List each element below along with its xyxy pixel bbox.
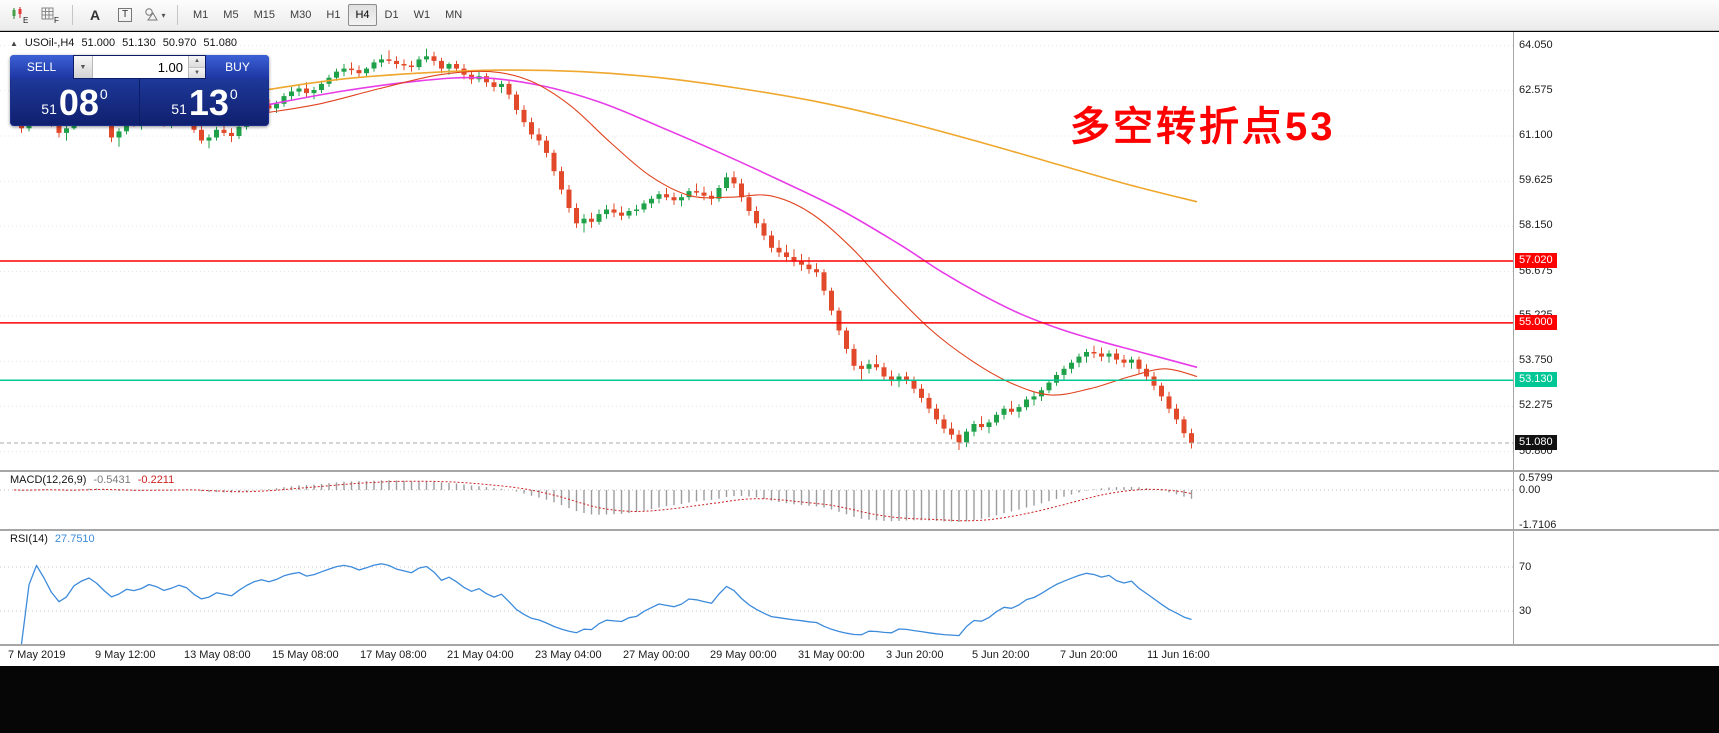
text-label-glyph: T <box>117 8 133 22</box>
macd-axis-label: 0.5799 <box>1519 471 1553 484</box>
chart-background <box>0 32 1719 666</box>
rsi-label: RSI(14) 27.7510 <box>10 533 95 545</box>
timeframe-h4[interactable]: H4 <box>348 4 377 26</box>
timeframe-h1[interactable]: H1 <box>326 9 341 21</box>
font-a-glyph: A <box>89 7 101 23</box>
time-axis[interactable]: 7 May 2019 9 May 12:00 13 May 08:00 15 May … <box>0 646 1719 666</box>
spinner-down-icon[interactable]: ▼ <box>189 66 205 78</box>
buy-price-whole: 51 <box>171 101 187 117</box>
volume-spinner[interactable]: ▲ ▼ <box>188 56 205 78</box>
symbol-timeframe: USOil-,H4 <box>24 37 75 49</box>
rsi-axis-label: 30 <box>1519 605 1532 617</box>
annotation-text: 多空转折点53 <box>1070 105 1336 149</box>
price-scale-border <box>1513 32 1514 644</box>
grid-glyph: F <box>41 7 59 24</box>
spinner-up-icon[interactable]: ▲ <box>189 56 205 67</box>
buy-price-frac: 0 <box>229 86 238 102</box>
toolbar-separator <box>177 5 178 25</box>
timeframe-m15[interactable]: M15 <box>253 9 275 21</box>
svg-text:E: E <box>23 16 28 24</box>
current-price-tag: 51.080 <box>1515 434 1557 450</box>
sell-price[interactable]: 51 08 0 <box>10 79 140 126</box>
panel-splitter[interactable] <box>0 470 1719 472</box>
volume-input[interactable]: 1.00 <box>157 59 183 75</box>
candlestick-glyph: E <box>12 7 28 24</box>
macd-value-main: -0.5431 <box>93 474 131 486</box>
time-label: 7 Jun 20:00 <box>1060 649 1118 661</box>
grid-f-icon[interactable]: F <box>36 3 64 27</box>
timeframe-d1[interactable]: D1 <box>384 9 399 21</box>
time-label: 13 May 08:00 <box>184 649 251 661</box>
panel-splitter[interactable] <box>0 529 1719 531</box>
sell-price-frac: 0 <box>99 86 108 102</box>
macd-axis-label: -1.7106 <box>1519 519 1557 532</box>
shapes-glyph <box>145 8 159 21</box>
hline-price-tag: 53.130 <box>1515 372 1557 388</box>
font-a-icon[interactable]: A <box>81 3 109 27</box>
time-label: 23 May 04:00 <box>535 649 602 661</box>
timeframe-m1[interactable]: M1 <box>193 9 209 21</box>
rsi-canvas[interactable] <box>0 531 1513 644</box>
sell-price-whole: 51 <box>41 101 57 117</box>
time-label: 27 May 00:00 <box>623 649 690 661</box>
buy-button[interactable]: BUY <box>206 55 269 79</box>
timeframe-m5[interactable]: M5 <box>223 9 239 21</box>
rsi-axis-label: 70 <box>1519 561 1532 573</box>
ohlc-low: 50.970 <box>162 37 197 49</box>
chart-header: ▲ USOil-,H4 51.000 51.130 50.970 51.080 <box>10 37 237 49</box>
timeframe-w1[interactable]: W1 <box>413 9 431 21</box>
macd-label: MACD(12,26,9) -0.5431 -0.2211 <box>10 474 174 486</box>
price-axis-label: 53.750 <box>1519 354 1553 367</box>
ohlc-open: 51.000 <box>81 37 116 49</box>
macd-axis-label: 0.00 <box>1519 484 1541 496</box>
buy-price-pips: 13 <box>188 82 229 123</box>
collapse-icon[interactable]: ▲ <box>10 38 18 48</box>
toolbar-separator <box>72 5 73 25</box>
time-label: 5 Jun 20:00 <box>972 649 1030 661</box>
shapes-icon[interactable]: ▾ <box>141 3 169 27</box>
one-click-trading-panel: SELL ▼ 1.00 ▲ ▼ BUY 51 08 0 51 13 0 <box>10 55 269 126</box>
hline-price-tag: 57.020 <box>1515 252 1557 268</box>
time-label: 29 May 00:00 <box>710 649 777 661</box>
svg-text:F: F <box>54 16 59 24</box>
hline-price-tag: 55.000 <box>1515 314 1557 330</box>
price-scale[interactable]: 64.05062.57561.10059.62558.15056.67555.2… <box>1514 32 1719 644</box>
rsi-value: 27.7510 <box>54 533 95 545</box>
shapes-caret-icon: ▾ <box>161 10 166 20</box>
time-label: 3 Jun 20:00 <box>886 649 944 661</box>
price-axis-label: 64.050 <box>1519 38 1553 51</box>
chart-e-icon[interactable]: E <box>6 3 34 27</box>
macd-name: MACD(12,26,9) <box>10 474 87 486</box>
sell-button[interactable]: SELL <box>10 55 73 79</box>
sell-price-pips: 08 <box>58 82 99 123</box>
buy-price[interactable]: 51 13 0 <box>140 79 269 126</box>
rsi-name: RSI(14) <box>10 533 48 545</box>
timeframe-mn[interactable]: MN <box>445 9 463 21</box>
volume-dropdown-icon[interactable]: ▼ <box>74 56 93 78</box>
price-axis-label: 59.625 <box>1519 174 1553 187</box>
time-label: 11 Jun 16:00 <box>1147 649 1210 661</box>
price-axis-label: 58.150 <box>1519 219 1553 232</box>
timeframe-group: M1 M5 M15 M30 H1 H4 D1 W1 MN <box>186 4 469 26</box>
ohlc-close: 51.080 <box>203 37 238 49</box>
time-label: 7 May 2019 <box>8 649 66 661</box>
text-label-icon[interactable]: T <box>111 3 139 27</box>
toolbar: E F A T ▾ M1 M5 M15 <box>0 0 1719 31</box>
time-label: 15 May 08:00 <box>272 649 339 661</box>
macd-value-signal: -0.2211 <box>137 474 175 486</box>
price-axis-label: 61.100 <box>1519 128 1553 141</box>
ohlc-high: 51.130 <box>122 37 156 49</box>
panel-splitter[interactable] <box>0 644 1719 646</box>
bottom-bar <box>0 666 1719 733</box>
price-axis-label: 52.275 <box>1519 399 1553 412</box>
timeframe-m30[interactable]: M30 <box>289 9 312 21</box>
volume-box: ▼ 1.00 ▲ ▼ <box>73 55 206 79</box>
time-label: 31 May 00:00 <box>798 649 865 661</box>
price-axis-label: 62.575 <box>1519 83 1553 96</box>
time-label: 17 May 08:00 <box>360 649 427 661</box>
macd-canvas[interactable] <box>0 472 1513 529</box>
time-label: 21 May 04:00 <box>447 649 514 661</box>
time-label: 9 May 12:00 <box>95 649 156 661</box>
